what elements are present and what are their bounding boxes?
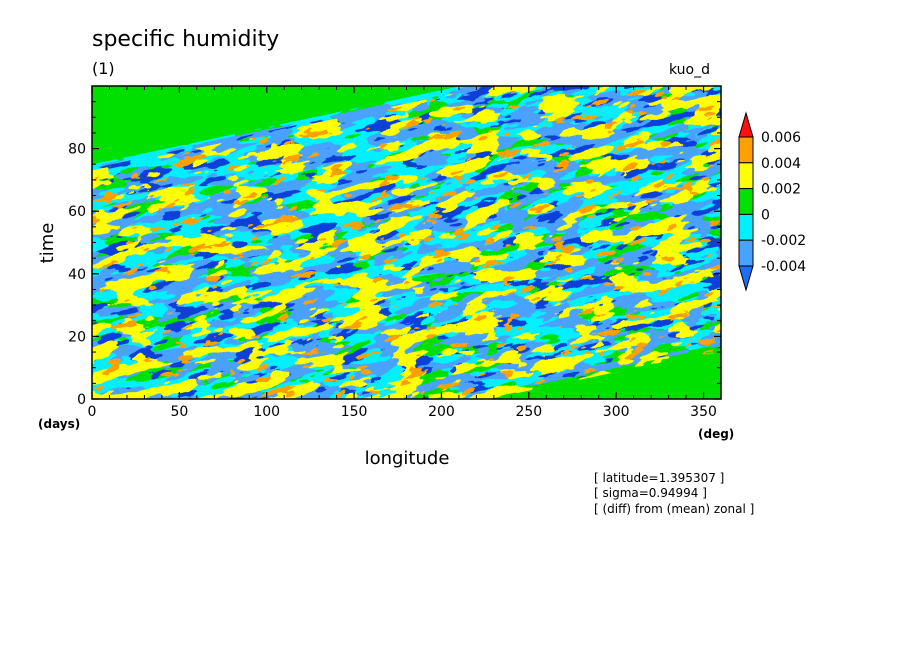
x-axis-label: longitude bbox=[365, 448, 450, 469]
y-tick-label: 80 bbox=[68, 142, 86, 158]
x-tick-label: 300 bbox=[603, 404, 630, 420]
colorbar-label: 0.006 bbox=[761, 130, 801, 146]
colorbar-label: 0 bbox=[761, 207, 770, 223]
y-axis-label: time bbox=[37, 223, 58, 264]
colorbar-label: -0.004 bbox=[761, 259, 806, 275]
colorbar: 0.006 0.004 0.002 0 -0.002 -0.004 bbox=[738, 111, 806, 292]
run-label: kuo_d bbox=[669, 62, 710, 78]
x-tick-label: 150 bbox=[341, 404, 368, 420]
colorbar-label: -0.002 bbox=[761, 233, 806, 249]
note-sigma: [ sigma=0.94994 ] bbox=[594, 486, 707, 500]
x-tick-label: 0 bbox=[88, 404, 97, 420]
x-tick-label: 50 bbox=[170, 404, 188, 420]
y-tick-label: 20 bbox=[68, 329, 86, 345]
x-axis: 0 50 100 150 200 250 300 350 bbox=[88, 86, 717, 420]
note-diff: [ (diff) from (mean) zonal ] bbox=[594, 502, 754, 516]
x-tick-label: 350 bbox=[690, 404, 717, 420]
colorbar-box bbox=[738, 162, 754, 190]
colorbar-box bbox=[738, 213, 754, 241]
colorbar-box bbox=[738, 136, 754, 164]
colorbar-label: 0.002 bbox=[761, 182, 801, 198]
heatmap-contour-layer bbox=[92, 86, 721, 399]
colorbar-box bbox=[738, 239, 754, 267]
x-tick-label: 250 bbox=[515, 404, 542, 420]
y-tick-label: 40 bbox=[68, 267, 86, 283]
x-unit-label: (deg) bbox=[698, 427, 734, 441]
note-latitude: [ latitude=1.395307 ] bbox=[594, 471, 724, 485]
colorbar-label: 0.004 bbox=[761, 156, 801, 172]
colorbar-box bbox=[738, 188, 754, 215]
y-unit-label: (days) bbox=[38, 417, 80, 431]
colorbar-extend-bottom bbox=[738, 265, 754, 292]
x-tick-label: 200 bbox=[428, 404, 455, 420]
y-tick-label: 60 bbox=[68, 204, 86, 220]
colorbar-extend-top bbox=[738, 111, 754, 138]
x-tick-label: 100 bbox=[253, 404, 280, 420]
chart-title: specific humidity bbox=[92, 27, 279, 52]
heatmap-field bbox=[92, 86, 721, 399]
chart-subtitle: (1) bbox=[92, 59, 115, 78]
y-tick-label: 0 bbox=[77, 392, 86, 408]
y-axis: 0 20 40 60 80 bbox=[68, 101, 721, 408]
